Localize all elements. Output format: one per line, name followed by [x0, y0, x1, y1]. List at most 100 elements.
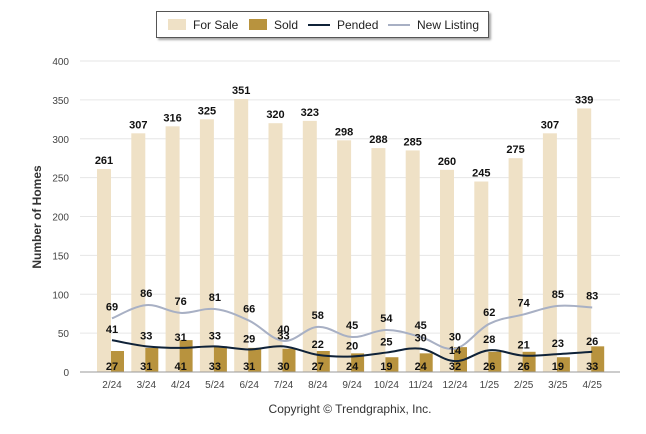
- bar-for-sale: [405, 150, 420, 372]
- line-new-listing: [111, 304, 593, 350]
- bar-sold: [522, 351, 536, 372]
- sold-swatch: [249, 19, 267, 30]
- label-pended: 33: [277, 330, 289, 342]
- bar-sold: [145, 347, 159, 372]
- x-tick-label: 8/24: [308, 380, 328, 391]
- x-tick-label: 1/25: [480, 380, 500, 391]
- label-for-sale: 260: [438, 156, 456, 168]
- label-sold: 30: [277, 361, 289, 373]
- x-tick-label: 5/24: [205, 380, 225, 391]
- legend-item-new-listing[interactable]: New Listing: [388, 12, 479, 37]
- bar-sold: [385, 357, 399, 372]
- x-tick-label: 2/24: [102, 380, 122, 391]
- bar-for-sale: [542, 133, 557, 372]
- label-sold: 24: [346, 361, 359, 373]
- x-tick-label: 10/24: [374, 380, 399, 391]
- label-for-sale: 316: [163, 112, 181, 124]
- label-new-listing: 74: [517, 297, 530, 309]
- label-sold: 26: [483, 361, 495, 373]
- label-pended: 33: [209, 330, 221, 342]
- label-pended: 14: [449, 345, 462, 357]
- label-sold: 33: [209, 361, 221, 373]
- x-tick-label: 3/25: [548, 380, 568, 391]
- label-sold: 27: [312, 361, 324, 373]
- bar-sold: [488, 351, 502, 372]
- label-sold: 19: [552, 361, 564, 373]
- bar-for-sale: [97, 169, 111, 372]
- label-for-sale: 307: [541, 119, 559, 131]
- bar-for-sale: [371, 148, 386, 372]
- label-sold: 26: [517, 361, 529, 373]
- bar-for-sale: [268, 123, 283, 372]
- y-tick-label: 0: [63, 368, 69, 379]
- legend-item-for-sale[interactable]: For Sale: [168, 12, 238, 37]
- label-new-listing: 83: [586, 290, 598, 302]
- bar-for-sale: [337, 140, 352, 372]
- x-tick-label: 9/24: [342, 380, 362, 391]
- label-sold: 24: [415, 361, 428, 373]
- legend-item-sold[interactable]: Sold: [249, 12, 298, 37]
- label-for-sale: 288: [369, 134, 387, 146]
- label-sold: 19: [380, 361, 392, 373]
- label-pended: 31: [174, 332, 186, 344]
- y-tick-label: 250: [52, 174, 69, 185]
- label-for-sale: 323: [301, 107, 319, 119]
- x-tick-label: 11/24: [409, 380, 434, 391]
- new-listing-swatch: [388, 23, 410, 26]
- legend-label: For Sale: [193, 17, 239, 32]
- line-pended: [111, 339, 593, 363]
- x-tick-label: 7/24: [274, 380, 294, 391]
- label-for-sale: 307: [129, 119, 147, 131]
- label-new-listing: 54: [380, 313, 393, 325]
- label-for-sale: 320: [266, 109, 284, 121]
- x-tick-label: 6/24: [239, 380, 259, 391]
- label-pended: 30: [415, 333, 427, 345]
- axes: 0 50 100 150 200 250 300 350 400 2/24 3/24 4/24 5/24…: [52, 57, 620, 391]
- label-for-sale: 285: [404, 136, 422, 148]
- bar-for-sale: [234, 99, 249, 372]
- label-for-sale: 325: [198, 105, 216, 117]
- bar-sold: [213, 346, 227, 372]
- y-tick-label: 350: [52, 96, 69, 107]
- label-pended: 33: [140, 330, 152, 342]
- legend-item-pended[interactable]: Pended: [308, 12, 378, 37]
- label-for-sale: 339: [575, 94, 593, 106]
- legend-label: Pended: [337, 17, 379, 32]
- bar-sold: [556, 357, 570, 372]
- bar-for-sale: [474, 181, 489, 372]
- label-new-listing: 58: [312, 310, 324, 322]
- x-tick-label: 12/24: [442, 380, 467, 391]
- label-pended: 28: [483, 334, 495, 346]
- bar-sold: [419, 353, 433, 372]
- label-pended: 25: [380, 337, 392, 349]
- label-sold: 33: [586, 361, 598, 373]
- bar-for-sale: [302, 120, 317, 373]
- label-new-listing: 45: [415, 320, 427, 332]
- y-tick-label: 200: [52, 213, 69, 224]
- x-tick-label: 2/25: [514, 380, 534, 391]
- bar-sold: [248, 347, 262, 372]
- label-new-listing: 69: [106, 301, 118, 313]
- label-sold: 31: [243, 361, 255, 373]
- legend: For Sale Sold Pended New Listing: [156, 11, 489, 38]
- x-tick-label: 4/24: [171, 380, 191, 391]
- label-pended: 41: [106, 324, 118, 336]
- label-for-sale: 275: [506, 144, 524, 156]
- label-for-sale: 245: [472, 168, 490, 180]
- y-tick-label: 400: [52, 57, 69, 68]
- label-for-sale: 351: [232, 85, 250, 97]
- label-for-sale: 261: [95, 155, 113, 167]
- bar-for-sale: [577, 108, 592, 373]
- y-axis-label: Number of Homes: [30, 165, 44, 269]
- label-new-listing: 45: [346, 320, 358, 332]
- y-tick-label: 50: [58, 329, 70, 340]
- for-sale-swatch: [168, 19, 186, 30]
- label-pended: 23: [552, 338, 564, 350]
- label-new-listing: 40: [277, 324, 289, 336]
- label-pended: 29: [243, 333, 255, 345]
- label-pended: 20: [346, 340, 358, 352]
- bar-for-sale: [131, 133, 146, 372]
- y-tick-label: 150: [52, 251, 69, 262]
- y-tick-label: 300: [52, 135, 69, 146]
